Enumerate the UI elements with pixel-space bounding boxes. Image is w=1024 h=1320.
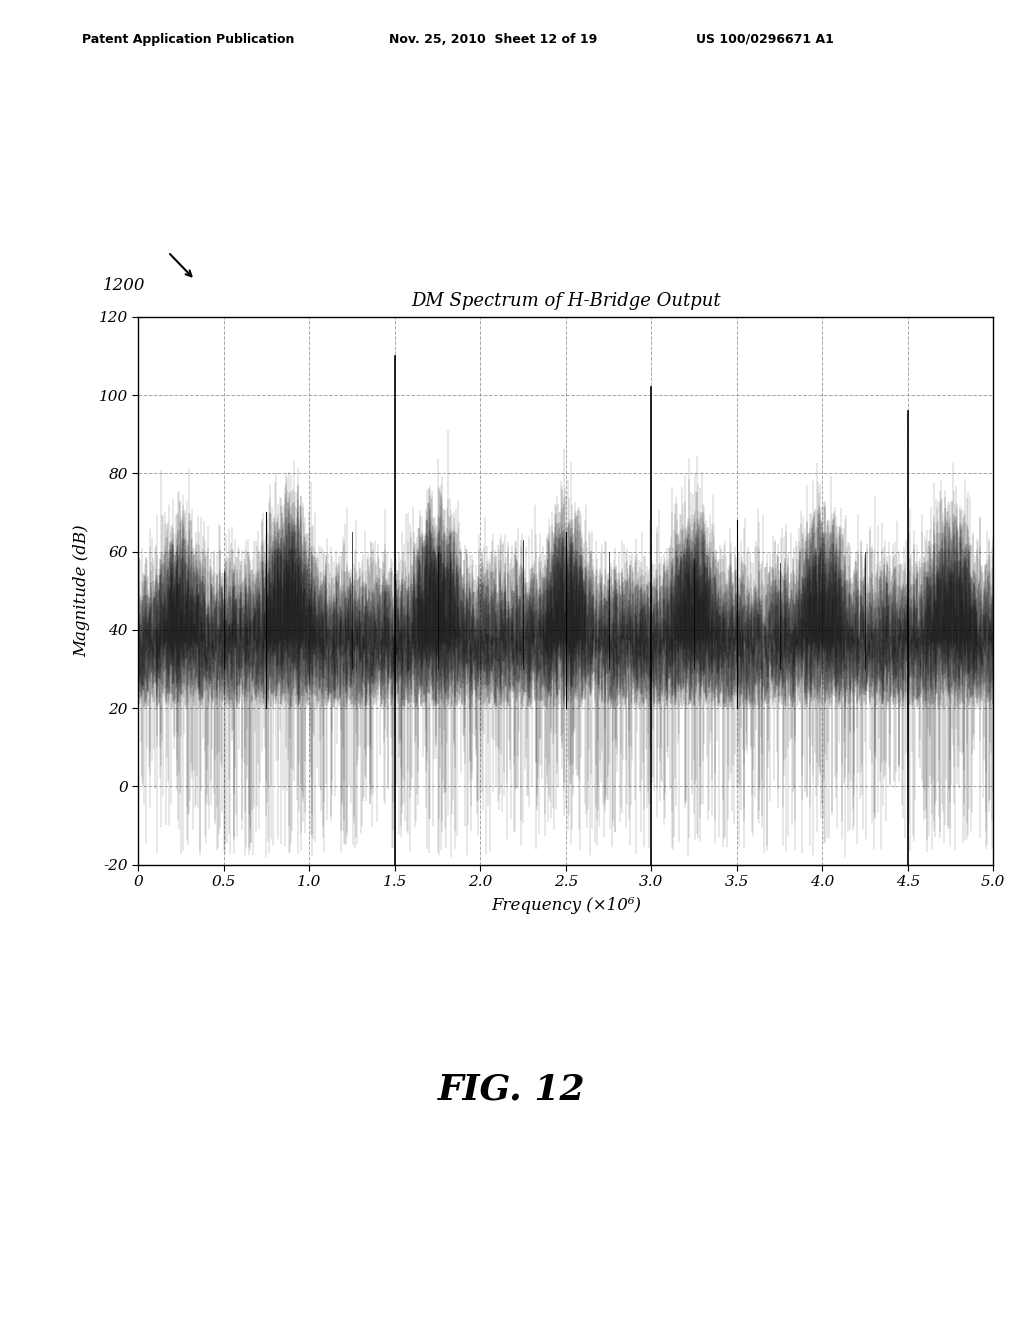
- Text: 1200: 1200: [102, 277, 145, 294]
- Text: Nov. 25, 2010  Sheet 12 of 19: Nov. 25, 2010 Sheet 12 of 19: [389, 33, 597, 46]
- Text: FIG. 12: FIG. 12: [438, 1072, 586, 1106]
- X-axis label: Frequency (×10⁶): Frequency (×10⁶): [490, 898, 641, 915]
- Text: Patent Application Publication: Patent Application Publication: [82, 33, 294, 46]
- Title: DM Spectrum of H-Bridge Output: DM Spectrum of H-Bridge Output: [411, 292, 721, 310]
- Y-axis label: Magnitude (dB): Magnitude (dB): [74, 524, 90, 657]
- Text: US 100/0296671 A1: US 100/0296671 A1: [696, 33, 835, 46]
